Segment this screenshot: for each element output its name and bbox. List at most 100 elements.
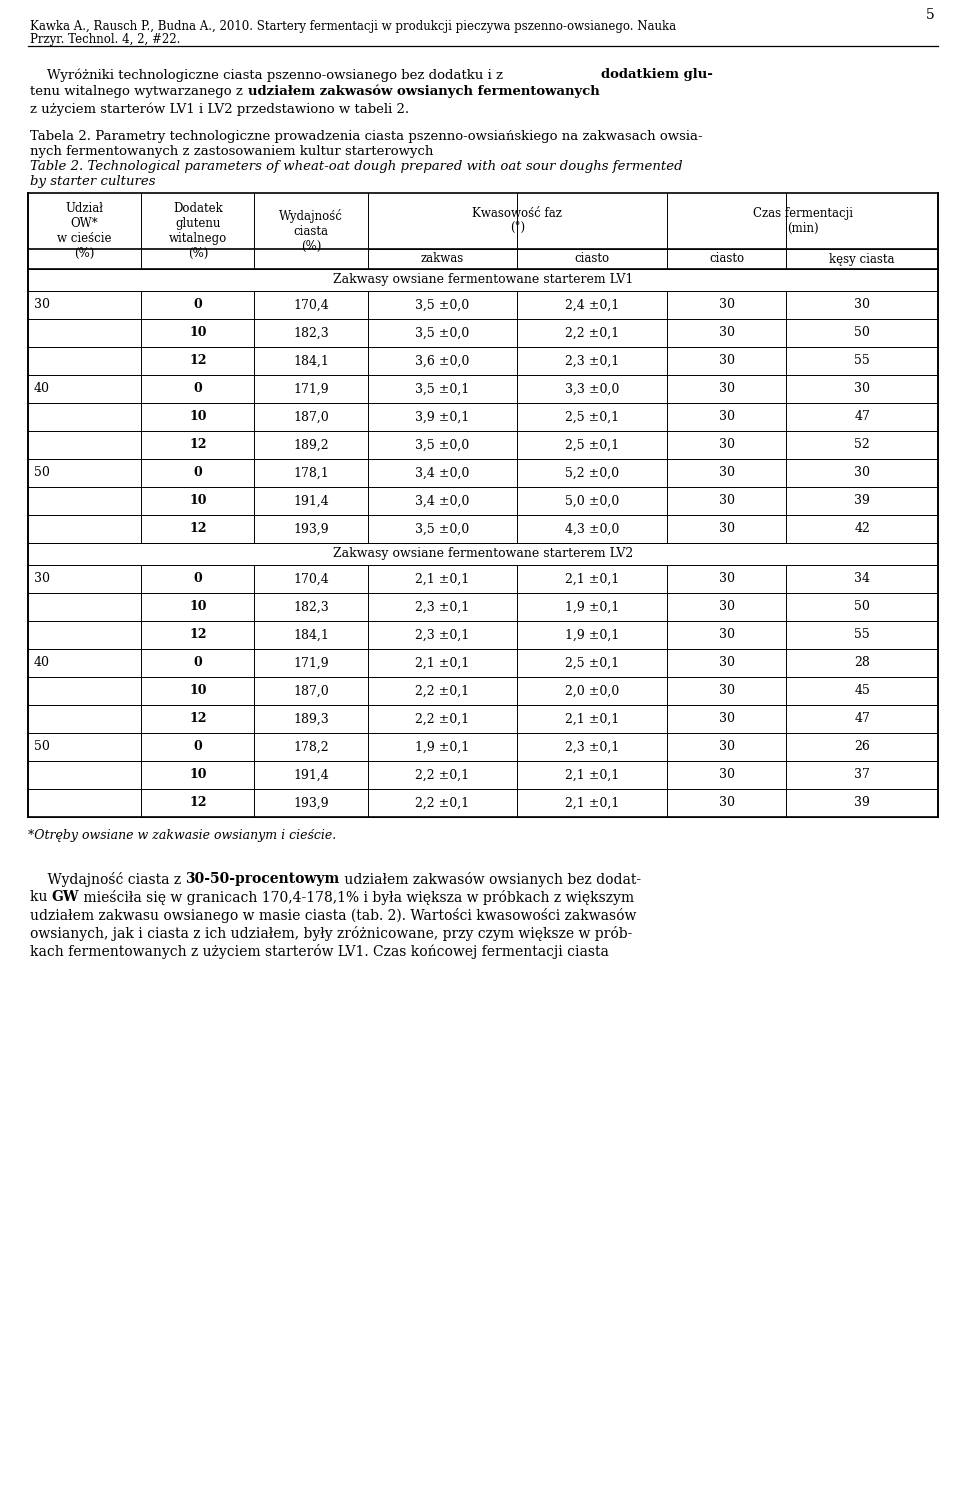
Text: 2,1 ±0,1: 2,1 ±0,1 xyxy=(565,796,619,810)
Text: 2,5 ±0,1: 2,5 ±0,1 xyxy=(565,438,619,452)
Text: Wydajność
ciasta
(%): Wydajność ciasta (%) xyxy=(279,209,343,252)
Text: 3,3 ±0,0: 3,3 ±0,0 xyxy=(565,382,619,396)
Text: 30: 30 xyxy=(719,299,734,311)
Text: 3,4 ±0,0: 3,4 ±0,0 xyxy=(416,467,469,479)
Text: 2,3 ±0,1: 2,3 ±0,1 xyxy=(565,740,619,754)
Text: 1,9 ±0,1: 1,9 ±0,1 xyxy=(416,740,469,754)
Text: 55: 55 xyxy=(854,629,870,642)
Text: tenu witalnego wytwarzanego z: tenu witalnego wytwarzanego z xyxy=(30,85,247,98)
Text: zakwas: zakwas xyxy=(420,252,465,266)
Text: 47: 47 xyxy=(854,713,870,725)
Text: 170,4: 170,4 xyxy=(293,299,329,311)
Text: 30: 30 xyxy=(719,573,734,585)
Text: 10: 10 xyxy=(189,411,206,423)
Text: 52: 52 xyxy=(854,438,870,452)
Text: 10: 10 xyxy=(189,326,206,340)
Text: 30: 30 xyxy=(719,656,734,669)
Text: 2,1 ±0,1: 2,1 ±0,1 xyxy=(416,656,469,669)
Text: 30: 30 xyxy=(719,411,734,423)
Text: 182,3: 182,3 xyxy=(293,326,329,340)
Text: 2,1 ±0,1: 2,1 ±0,1 xyxy=(565,713,619,725)
Text: *Otręby owsiane w zakwasie owsianym i cieście.: *Otręby owsiane w zakwasie owsianym i ci… xyxy=(28,830,336,842)
Text: 10: 10 xyxy=(189,600,206,613)
Text: 30: 30 xyxy=(719,467,734,479)
Text: dodatkiem glu-: dodatkiem glu- xyxy=(601,68,713,82)
Text: kęsy ciasta: kęsy ciasta xyxy=(829,252,895,266)
Text: Przyr. Technol. 4, 2, #22.: Przyr. Technol. 4, 2, #22. xyxy=(30,33,180,45)
Text: 2,3 ±0,1: 2,3 ±0,1 xyxy=(416,629,469,642)
Text: 2,2 ±0,1: 2,2 ±0,1 xyxy=(416,769,469,781)
Text: ciasto: ciasto xyxy=(709,252,744,266)
Text: 2,2 ±0,1: 2,2 ±0,1 xyxy=(416,713,469,725)
Text: 182,3: 182,3 xyxy=(293,600,329,613)
Text: 1,9 ±0,1: 1,9 ±0,1 xyxy=(565,600,619,613)
Text: 55: 55 xyxy=(854,355,870,367)
Text: 39: 39 xyxy=(854,494,870,508)
Text: 50: 50 xyxy=(34,467,50,479)
Text: 184,1: 184,1 xyxy=(293,629,329,642)
Text: 193,9: 193,9 xyxy=(294,796,329,810)
Text: Czas fermentacji
(min): Czas fermentacji (min) xyxy=(753,207,852,236)
Text: 193,9: 193,9 xyxy=(294,523,329,535)
Text: 30: 30 xyxy=(854,467,870,479)
Text: 2,1 ±0,1: 2,1 ±0,1 xyxy=(565,573,619,585)
Text: 30: 30 xyxy=(719,740,734,754)
Text: ciasto: ciasto xyxy=(575,252,610,266)
Text: 178,1: 178,1 xyxy=(293,467,329,479)
Text: 30: 30 xyxy=(34,573,50,585)
Text: 30: 30 xyxy=(719,523,734,535)
Text: 10: 10 xyxy=(189,769,206,781)
Text: 30: 30 xyxy=(719,355,734,367)
Text: 28: 28 xyxy=(854,656,870,669)
Text: 2,1 ±0,1: 2,1 ±0,1 xyxy=(416,573,469,585)
Text: nych fermentowanych z zastosowaniem kultur starterowych: nych fermentowanych z zastosowaniem kult… xyxy=(30,145,433,159)
Text: 2,2 ±0,1: 2,2 ±0,1 xyxy=(416,796,469,810)
Text: 30: 30 xyxy=(719,494,734,508)
Text: 30: 30 xyxy=(854,382,870,396)
Text: 3,6 ±0,0: 3,6 ±0,0 xyxy=(416,355,469,367)
Text: udziałem zakwasów owsianych fermentowanych: udziałem zakwasów owsianych fermentowany… xyxy=(248,85,600,98)
Text: 2,2 ±0,1: 2,2 ±0,1 xyxy=(416,684,469,698)
Text: 2,5 ±0,1: 2,5 ±0,1 xyxy=(565,411,619,423)
Text: 12: 12 xyxy=(189,629,206,642)
Text: 30: 30 xyxy=(34,299,50,311)
Text: 30: 30 xyxy=(719,796,734,810)
Text: 5,2 ±0,0: 5,2 ±0,0 xyxy=(565,467,619,479)
Text: by starter cultures: by starter cultures xyxy=(30,175,156,187)
Text: 30: 30 xyxy=(719,438,734,452)
Text: udziałem zakwasów owsianych bez dodat-: udziałem zakwasów owsianych bez dodat- xyxy=(340,872,641,887)
Text: Kwasowość faz
(°): Kwasowość faz (°) xyxy=(472,207,563,236)
Text: 0: 0 xyxy=(194,656,203,669)
Text: 2,4 ±0,1: 2,4 ±0,1 xyxy=(565,299,619,311)
Text: 30: 30 xyxy=(719,382,734,396)
Text: z użyciem starterów LV1 i LV2 przedstawiono w tabeli 2.: z użyciem starterów LV1 i LV2 przedstawi… xyxy=(30,103,409,115)
Text: 50: 50 xyxy=(34,740,50,754)
Text: mieściła się w granicach 170,4-178,1% i była większa w próbkach z większym: mieściła się w granicach 170,4-178,1% i … xyxy=(80,890,635,905)
Text: 3,5 ±0,1: 3,5 ±0,1 xyxy=(416,382,469,396)
Text: 191,4: 191,4 xyxy=(293,494,329,508)
Text: 178,2: 178,2 xyxy=(294,740,329,754)
Text: 0: 0 xyxy=(194,740,203,754)
Text: 187,0: 187,0 xyxy=(293,411,329,423)
Text: 0: 0 xyxy=(194,467,203,479)
Text: 12: 12 xyxy=(189,438,206,452)
Text: Kawka A., Rausch P., Budna A., 2010. Startery fermentacji w produkcji pieczywa p: Kawka A., Rausch P., Budna A., 2010. Sta… xyxy=(30,20,676,33)
Text: 12: 12 xyxy=(189,523,206,535)
Text: 12: 12 xyxy=(189,796,206,810)
Text: 189,2: 189,2 xyxy=(294,438,329,452)
Text: 40: 40 xyxy=(34,656,50,669)
Text: 37: 37 xyxy=(854,769,870,781)
Text: 3,5 ±0,0: 3,5 ±0,0 xyxy=(416,438,469,452)
Text: 47: 47 xyxy=(854,411,870,423)
Text: Zakwasy owsiane fermentowane starterem LV1: Zakwasy owsiane fermentowane starterem L… xyxy=(333,273,634,287)
Text: 30: 30 xyxy=(719,326,734,340)
Text: 170,4: 170,4 xyxy=(293,573,329,585)
Text: 2,3 ±0,1: 2,3 ±0,1 xyxy=(416,600,469,613)
Text: owsianych, jak i ciasta z ich udziałem, były zróżnicowane, przy czym większe w p: owsianych, jak i ciasta z ich udziałem, … xyxy=(30,926,633,941)
Text: 34: 34 xyxy=(854,573,870,585)
Text: 30: 30 xyxy=(719,600,734,613)
Text: 45: 45 xyxy=(854,684,870,698)
Text: 42: 42 xyxy=(854,523,870,535)
Text: 3,5 ±0,0: 3,5 ±0,0 xyxy=(416,523,469,535)
Text: 5,0 ±0,0: 5,0 ±0,0 xyxy=(565,494,619,508)
